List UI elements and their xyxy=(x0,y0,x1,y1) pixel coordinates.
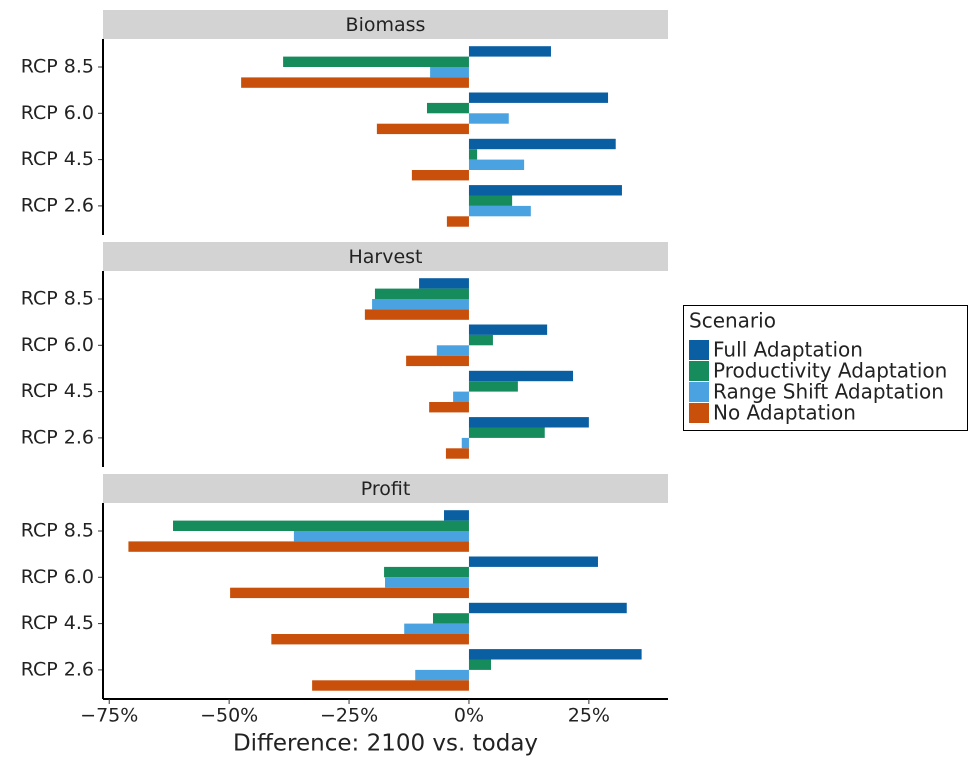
strip xyxy=(103,10,668,39)
bar xyxy=(468,92,609,103)
bar xyxy=(406,355,469,367)
bar xyxy=(468,46,551,57)
bar xyxy=(404,623,469,634)
bar xyxy=(453,391,469,402)
bar xyxy=(372,299,469,310)
y-tick-label: RCP 2.6 xyxy=(21,426,94,448)
y-tick-label: RCP 4.5 xyxy=(21,380,94,402)
bar xyxy=(468,205,531,217)
y-tick-label: RCP 8.5 xyxy=(21,56,94,78)
bar xyxy=(468,417,589,428)
x-tick-label: −25% xyxy=(320,705,378,727)
bar xyxy=(445,448,469,459)
bar xyxy=(468,556,598,567)
bar xyxy=(461,437,469,449)
legend-key xyxy=(689,361,709,381)
bar xyxy=(293,531,469,542)
bar xyxy=(374,288,469,299)
bar xyxy=(430,67,469,78)
bar xyxy=(468,324,548,335)
y-tick-label: RCP 4.5 xyxy=(21,148,94,170)
panel-title: Harvest xyxy=(348,246,422,268)
bar xyxy=(385,577,469,588)
bar xyxy=(468,185,622,196)
x-axis-label: Difference: 2100 vs. today xyxy=(233,731,538,757)
x-tick-label: −50% xyxy=(200,705,258,727)
legend-label: Productivity Adaptation xyxy=(713,359,947,383)
y-tick-label: RCP 4.5 xyxy=(21,612,94,634)
bar xyxy=(468,113,509,124)
y-tick-label: RCP 2.6 xyxy=(21,658,94,680)
bar xyxy=(426,102,469,114)
bar xyxy=(411,170,469,181)
bar xyxy=(429,402,469,413)
bar xyxy=(432,613,469,624)
legend-title: Scenario xyxy=(689,309,776,333)
x-tick-label: 0% xyxy=(454,705,484,727)
legend-key xyxy=(689,340,709,360)
bar xyxy=(283,56,469,67)
bar xyxy=(468,381,518,392)
bar xyxy=(436,345,469,356)
bar xyxy=(419,278,469,289)
bar xyxy=(173,520,469,531)
bar xyxy=(128,541,469,552)
legend-box xyxy=(683,305,968,431)
bar xyxy=(312,680,469,691)
y-tick-label: RCP 6.0 xyxy=(21,102,94,124)
y-tick-label: RCP 6.0 xyxy=(21,566,94,588)
strip xyxy=(103,242,668,271)
legend-label: Range Shift Adaptation xyxy=(713,380,944,404)
bar xyxy=(468,138,616,150)
bar xyxy=(468,334,493,346)
bar xyxy=(415,669,469,681)
bar xyxy=(364,309,469,320)
y-tick-label: RCP 8.5 xyxy=(21,288,94,310)
bar xyxy=(271,634,469,645)
y-tick-label: RCP 2.6 xyxy=(21,194,94,216)
x-tick-label: 25% xyxy=(568,705,610,727)
legend-key xyxy=(689,382,709,402)
bar xyxy=(241,77,469,88)
bar xyxy=(468,649,642,660)
y-tick-label: RCP 8.5 xyxy=(21,520,94,542)
bar xyxy=(468,195,513,206)
bar xyxy=(376,123,469,135)
y-tick-label: RCP 6.0 xyxy=(21,334,94,356)
bar xyxy=(468,427,545,438)
bar xyxy=(230,587,469,599)
legend-label: Full Adaptation xyxy=(713,338,863,362)
bar xyxy=(444,510,469,521)
bar xyxy=(468,159,525,170)
bar xyxy=(384,566,469,578)
bar xyxy=(446,216,469,227)
legend-label: No Adaptation xyxy=(713,401,856,425)
bar xyxy=(468,659,492,670)
legend-key xyxy=(689,403,709,423)
bar xyxy=(468,602,627,614)
bar xyxy=(468,149,478,160)
panel-title: Biomass xyxy=(346,14,426,36)
panel-title: Profit xyxy=(361,478,411,500)
strip xyxy=(103,474,668,503)
bar xyxy=(468,370,574,382)
x-tick-label: −75% xyxy=(80,705,138,727)
